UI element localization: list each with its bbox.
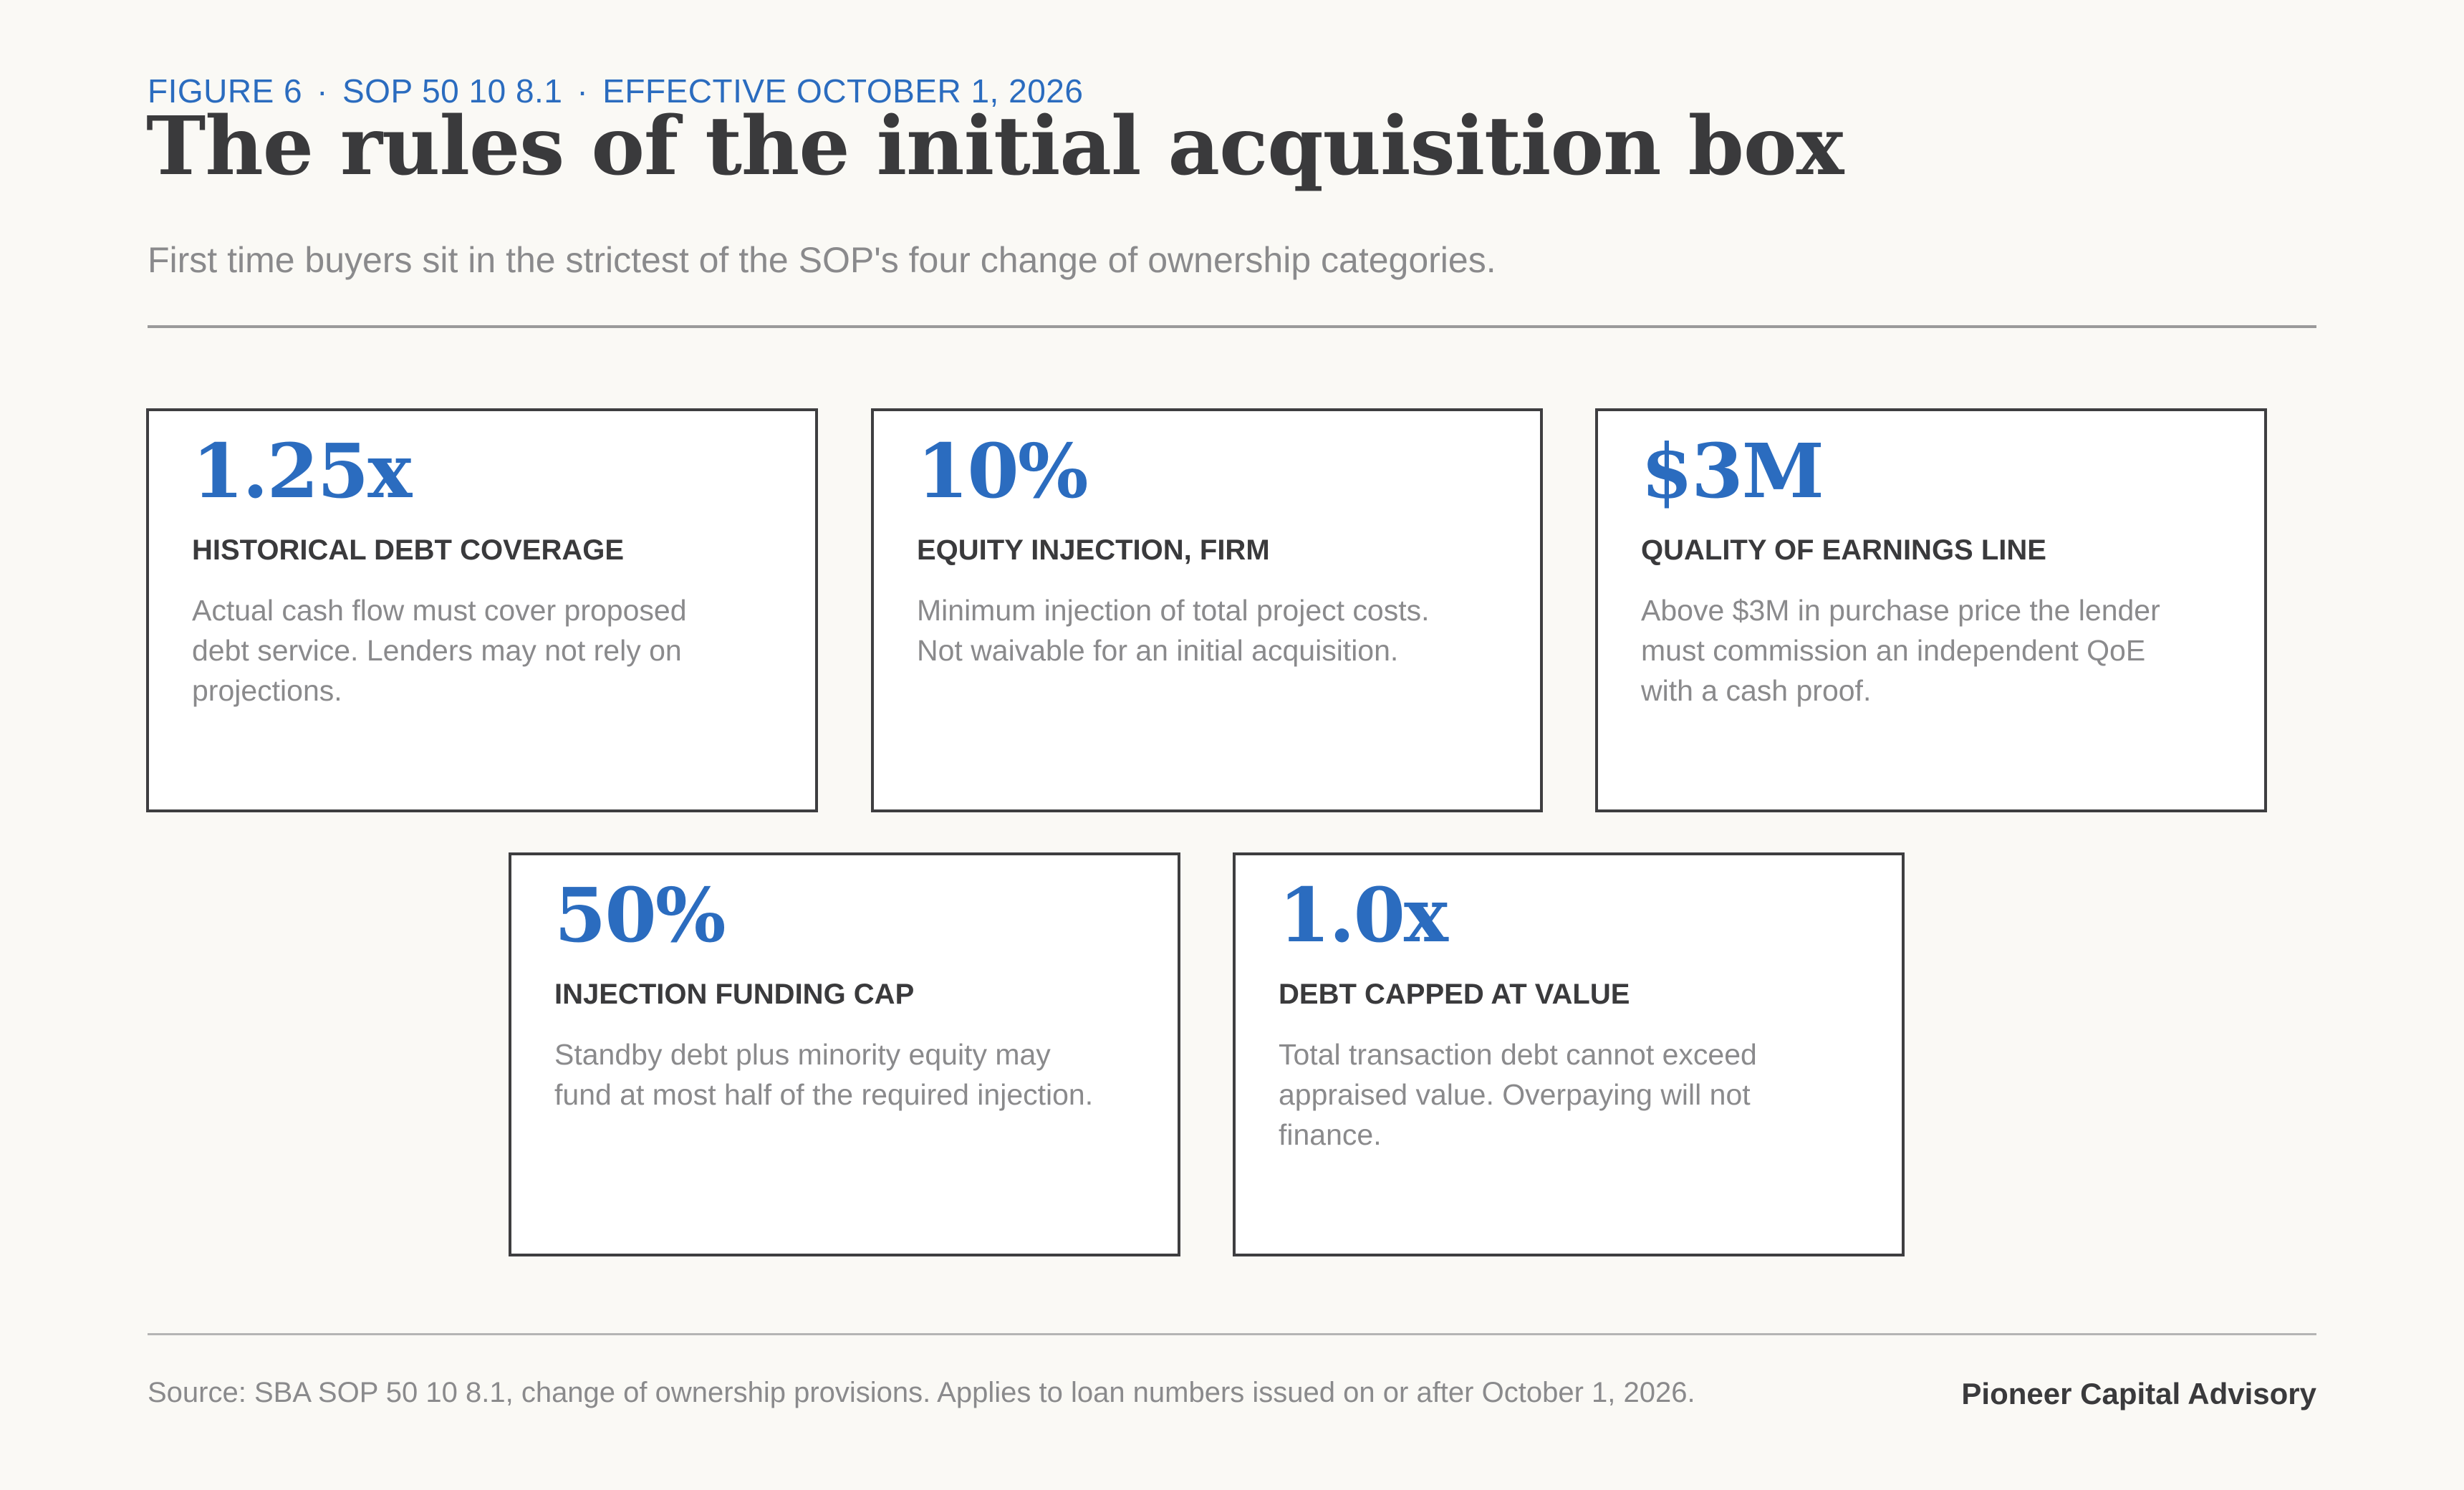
- card-value: $3M: [1641, 427, 1824, 515]
- page-subtitle: First time buyers sit in the strictest o…: [148, 240, 1496, 280]
- figure-number: FIGURE 6: [148, 72, 303, 110]
- card-heading: EQUITY INJECTION, FIRM: [917, 534, 1270, 566]
- rule-card-equity-injection: 10% EQUITY INJECTION, FIRM Minimum injec…: [871, 408, 1543, 812]
- figure-eyebrow: FIGURE 6 · SOP 50 10 8.1 · EFFECTIVE OCTOBER…: [148, 72, 1083, 110]
- rule-card-quality-of-earnings: $3M QUALITY OF EARNINGS LINE Above $3M i…: [1595, 408, 2267, 812]
- source-note: Source: SBA SOP 50 10 8.1, change of own…: [148, 1377, 1695, 1408]
- footer-divider: [148, 1333, 2316, 1335]
- rule-card-debt-coverage: 1.25x HISTORICAL DEBT COVERAGE Actual ca…: [146, 408, 818, 812]
- sop-version: SOP 50 10 8.1: [342, 72, 563, 110]
- rule-card-injection-cap: 50% INJECTION FUNDING CAP Standby debt p…: [509, 852, 1180, 1256]
- card-value: 1.0x: [1279, 871, 1448, 959]
- card-description: Standby debt plus minority equity may fu…: [554, 1038, 1094, 1111]
- card-description: Minimum injection of total project costs…: [917, 594, 1430, 667]
- brand-name: Pioneer Capital Advisory: [1961, 1377, 2316, 1410]
- card-description: Above $3M in purchase price the lender m…: [1641, 594, 2160, 707]
- card-value: 1.25x: [192, 427, 412, 515]
- rule-card-debt-capped: 1.0x DEBT CAPPED AT VALUE Total transact…: [1233, 852, 1905, 1256]
- card-value: 10%: [917, 427, 1089, 515]
- header-divider: [148, 325, 2316, 328]
- eyebrow-separator: ·: [317, 72, 328, 110]
- card-heading: HISTORICAL DEBT COVERAGE: [192, 534, 625, 566]
- effective-date: EFFECTIVE OCTOBER 1, 2026: [602, 72, 1084, 110]
- eyebrow-separator: ·: [577, 72, 589, 110]
- card-value: 50%: [554, 871, 726, 959]
- card-heading: DEBT CAPPED AT VALUE: [1279, 979, 1630, 1010]
- card-heading: QUALITY OF EARNINGS LINE: [1641, 534, 2046, 566]
- card-heading: INJECTION FUNDING CAP: [554, 979, 915, 1010]
- card-description: Total transaction debt cannot exceed app…: [1279, 1038, 1757, 1151]
- card-description: Actual cash flow must cover proposed deb…: [192, 594, 687, 707]
- page-title: The rules of the initial acquisition box: [146, 100, 1844, 193]
